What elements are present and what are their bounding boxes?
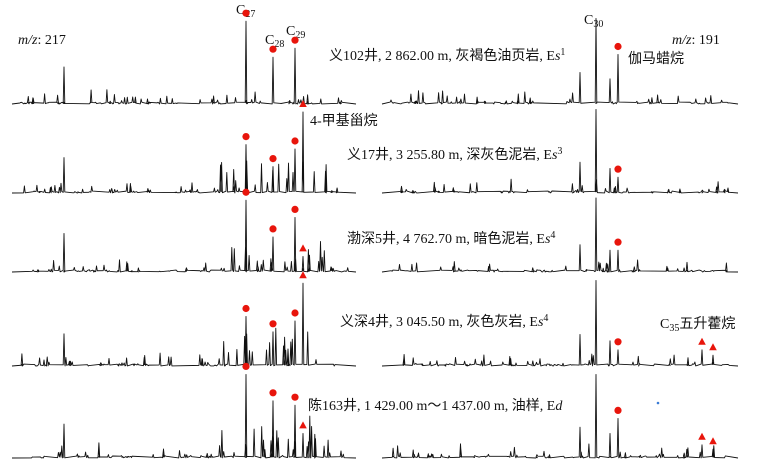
chromatogram-traces <box>11 18 739 459</box>
marker-s2-4-methylsterane <box>299 100 307 108</box>
marker-s3-gammacerane <box>614 238 622 246</box>
marker-s3-c28 <box>269 225 277 233</box>
legend-c35-homohopane: C35五升藿烷 <box>660 316 735 334</box>
left-mz-label: m/z: 217 <box>18 33 66 48</box>
right-mz-label: m/z: 191 <box>672 33 720 48</box>
marker-s1-c27 <box>242 9 250 17</box>
legend-gammacerane: 伽马蜡烷 <box>628 51 684 67</box>
marker-s4-4-methylsterane <box>299 271 307 279</box>
marker-s4-c35-b <box>709 343 717 351</box>
marker-s5-c28 <box>269 389 277 397</box>
marker-s5-gammacerane <box>614 406 622 414</box>
marker-s4-c35-a <box>698 337 706 345</box>
trace-s1-mz191 <box>381 18 739 105</box>
marker-s4-c28 <box>269 320 277 328</box>
peak-label-c29: C29 <box>286 24 305 41</box>
trace-s4-mz217 <box>11 282 357 367</box>
marker-s4-c29 <box>291 309 299 317</box>
marker-s5-c29 <box>291 393 299 401</box>
marker-s5-4-methylsterane <box>299 421 307 429</box>
marker-s5-c35-b <box>709 437 717 445</box>
sample-label-s4: 义深4井, 3 045.50 m, 灰色灰岩, Es4 <box>340 313 548 330</box>
marker-s1-c28 <box>269 45 277 53</box>
marker-s5-c27 <box>242 362 250 370</box>
peak-label-c30: C30 <box>584 13 603 30</box>
sample-label-s5: 陈163井, 1 429.00 m～1 437.00 m, 油样, Ed <box>308 397 563 414</box>
marker-s1-gammacerane <box>614 42 622 51</box>
trace-s1-mz217 <box>11 20 357 105</box>
trace-s5-mz191 <box>381 373 739 459</box>
marker-s3-c29 <box>291 205 299 213</box>
marker-s3-4-methylsterane <box>299 244 307 252</box>
sample-label-s2: 义17井, 3 255.80 m, 深灰色泥岩, Es3 <box>347 146 562 163</box>
peak-label-c27: C27 <box>236 3 255 20</box>
trace-s3-mz191 <box>381 197 739 273</box>
trace-s2-mz217 <box>11 111 357 194</box>
marker-s5-c35-a <box>698 432 706 440</box>
marker-s1-c29 <box>291 36 299 44</box>
trace-s5-mz217 <box>11 373 357 459</box>
trace-s2-mz191 <box>381 108 739 194</box>
marker-s2-c28 <box>269 155 277 163</box>
marker-s2-c27 <box>242 133 250 141</box>
trace-s4-mz191 <box>381 280 739 367</box>
sample-label-s3: 渤深5井, 4 762.70 m, 暗色泥岩, Es4 <box>347 230 555 247</box>
marker-s4-gammacerane <box>614 338 622 346</box>
marker-s2-c29 <box>291 137 299 145</box>
peak-markers <box>242 9 717 445</box>
marker-s3-c27 <box>242 188 250 196</box>
peak-label-c28: C28 <box>265 33 284 50</box>
sample-label-s1: 义102井, 2 862.00 m, 灰褐色油页岩, Es1 <box>329 47 565 64</box>
trace-s3-mz217 <box>11 199 357 273</box>
legend-4-methylsterane: 4-甲基甾烷 <box>310 112 378 129</box>
marker-s2-gammacerane <box>614 165 622 173</box>
marker-s4-c27 <box>242 304 250 313</box>
blue-dot-mark <box>656 401 660 405</box>
